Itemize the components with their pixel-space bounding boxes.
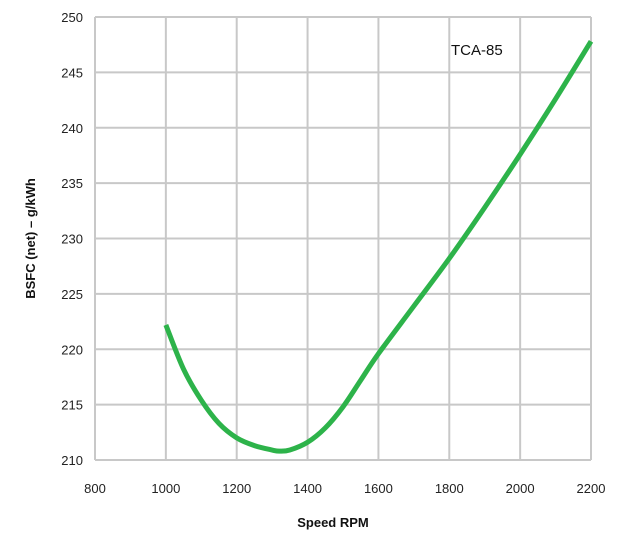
x-tick-label: 2000 [506, 481, 535, 496]
x-axis-title: Speed RPM [297, 515, 369, 530]
x-tick-label: 2200 [577, 481, 606, 496]
x-tick-label: 1600 [364, 481, 393, 496]
y-tick-label: 220 [61, 342, 83, 357]
series-line [163, 40, 594, 454]
y-axis-title: BSFC (net) – g/kWh [23, 178, 38, 299]
y-tick-label: 250 [61, 10, 83, 25]
y-tick-label: 230 [61, 232, 83, 247]
y-tick-label: 215 [61, 398, 83, 413]
y-tick-label: 240 [61, 121, 83, 136]
y-tick-label: 225 [61, 287, 83, 302]
x-tick-label: 1800 [435, 481, 464, 496]
x-tick-label: 1400 [293, 481, 322, 496]
grid [94, 16, 592, 461]
tick-labels: 800 1000 1200 1400 1600 1800 2000 2200 210 215 220… [61, 10, 605, 496]
x-tick-label: 1000 [151, 481, 180, 496]
y-tick-label: 210 [61, 453, 83, 468]
x-tick-label: 800 [84, 481, 106, 496]
y-tick-label: 245 [61, 65, 83, 80]
series-annotation: TCA-85 [451, 42, 503, 59]
series-layer [163, 40, 594, 454]
x-tick-label: 1200 [222, 481, 251, 496]
y-tick-label: 235 [61, 176, 83, 191]
